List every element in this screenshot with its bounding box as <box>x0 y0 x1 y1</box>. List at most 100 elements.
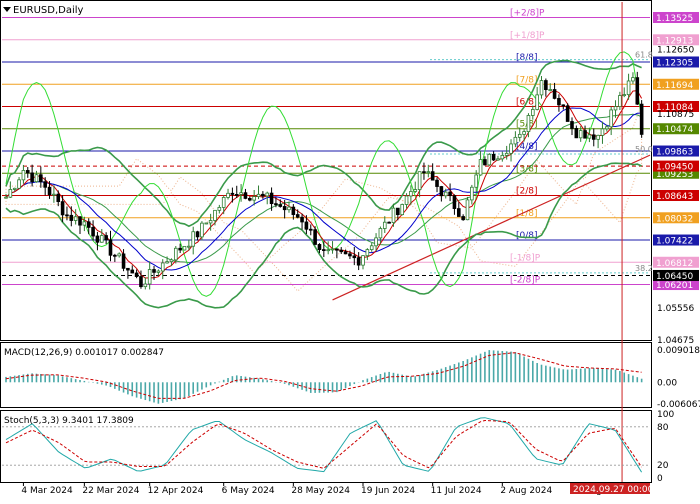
date-label: 6 May 2024 <box>222 486 275 496</box>
candle-body <box>339 249 344 253</box>
candle-body <box>609 109 613 128</box>
murrey-label: [8/8] <box>516 53 538 63</box>
price-tag-bg <box>653 78 699 90</box>
candle-body <box>535 94 539 110</box>
candle-body <box>117 253 121 257</box>
candle-body <box>557 98 561 106</box>
candle-body <box>361 255 365 266</box>
price-tag-bg <box>653 212 699 224</box>
price-tag: 1.11084 <box>656 103 693 113</box>
candle-body <box>282 206 287 211</box>
candle-body <box>626 80 631 96</box>
fib-label: 38.2 <box>635 264 653 273</box>
candle-body <box>243 192 248 199</box>
candle-body <box>487 153 492 166</box>
stoch-axis-label: 0 <box>657 474 663 484</box>
candle-body <box>452 195 457 209</box>
candle-body <box>335 248 339 251</box>
candle-body <box>426 171 431 174</box>
candle-body <box>230 192 235 195</box>
stoch-main-line <box>5 417 643 473</box>
candle-body <box>382 221 387 229</box>
candle-body <box>404 195 409 205</box>
candle-body <box>39 174 43 183</box>
chart-title: EURUSD,Daily <box>13 5 84 16</box>
bollinger-middle <box>5 113 642 264</box>
candle-body <box>409 191 413 197</box>
macd-axis-label: -0.006067 <box>657 400 700 410</box>
candle-body <box>108 239 113 256</box>
price-tag: 1.12913 <box>656 36 693 46</box>
date-label: 11 Jul 2024 <box>431 486 482 496</box>
candle-body <box>204 222 209 225</box>
price-tag: 1.09450 <box>656 163 693 173</box>
candle-body <box>618 95 622 107</box>
candle-body <box>396 207 400 216</box>
murrey-label: [2/8] <box>516 187 538 197</box>
candle-body <box>139 276 143 288</box>
candle-body <box>552 89 557 99</box>
candle-body <box>8 189 13 198</box>
price-tag: 1.09863 <box>656 148 693 158</box>
candle-body <box>639 103 644 135</box>
triangle-down-icon <box>3 7 11 12</box>
candle-body <box>509 143 513 154</box>
candle-body <box>352 255 357 259</box>
candle-body <box>522 131 526 135</box>
candle-body <box>91 226 95 237</box>
main-pane <box>0 0 652 341</box>
price-tag-bg <box>653 145 699 157</box>
candle-body <box>208 220 213 224</box>
candle-body <box>221 197 226 208</box>
candle-body <box>30 172 34 183</box>
price-tag: 1.13525 <box>656 14 693 24</box>
candle-body <box>587 134 592 139</box>
candle-body <box>531 109 535 116</box>
candle-body <box>343 251 348 255</box>
price-tag-bg <box>653 34 699 46</box>
candle-body <box>348 253 352 257</box>
candle-body <box>417 171 422 190</box>
candle-body <box>200 222 204 238</box>
current-date-tag: 2024.09.27 00:00 <box>573 485 654 495</box>
candle-body <box>291 206 296 215</box>
murrey-label: [-2/8]P <box>510 276 541 286</box>
price-axis-label: 1.10875 <box>657 110 694 120</box>
bollinger-upper <box>5 59 642 228</box>
candle-body <box>274 203 278 206</box>
candle-body <box>496 158 500 161</box>
candle-body <box>430 171 435 181</box>
candle-body <box>491 153 496 161</box>
price-tag: 1.09253 <box>656 170 693 180</box>
candle-body <box>356 257 361 266</box>
candle-body <box>378 228 383 239</box>
murrey-label: [0/8] <box>516 231 538 241</box>
price-axis-label: 1.12650 <box>657 45 694 55</box>
candle-body <box>182 245 187 251</box>
candle-body <box>60 201 65 216</box>
bollinger-lower <box>5 162 642 309</box>
candle-body <box>113 254 117 257</box>
candle-body <box>570 121 574 129</box>
candle-body <box>52 193 56 196</box>
price-tag: 1.06812 <box>656 259 693 269</box>
stoch-axis-label: 20 <box>657 461 669 471</box>
candle-body <box>269 192 274 205</box>
candle-body <box>86 221 91 228</box>
candle-body <box>622 94 627 97</box>
price-axis-label: 1.04675 <box>657 336 694 346</box>
candle-body <box>322 249 326 251</box>
murrey-label: [7/8] <box>516 75 538 85</box>
trendline <box>332 154 651 301</box>
candle-body <box>143 283 148 288</box>
date-label: 22 Mar 2024 <box>82 486 139 496</box>
candle-body <box>317 244 322 250</box>
fib-label: 50.0 <box>635 145 653 154</box>
price-tag-bg <box>653 160 699 172</box>
candle-body <box>422 171 426 174</box>
date-label: 12 Apr 2024 <box>148 486 204 496</box>
price-tag-bg <box>653 256 699 268</box>
candle-body <box>47 186 52 196</box>
candle-body <box>104 235 108 241</box>
candle-body <box>387 221 391 224</box>
